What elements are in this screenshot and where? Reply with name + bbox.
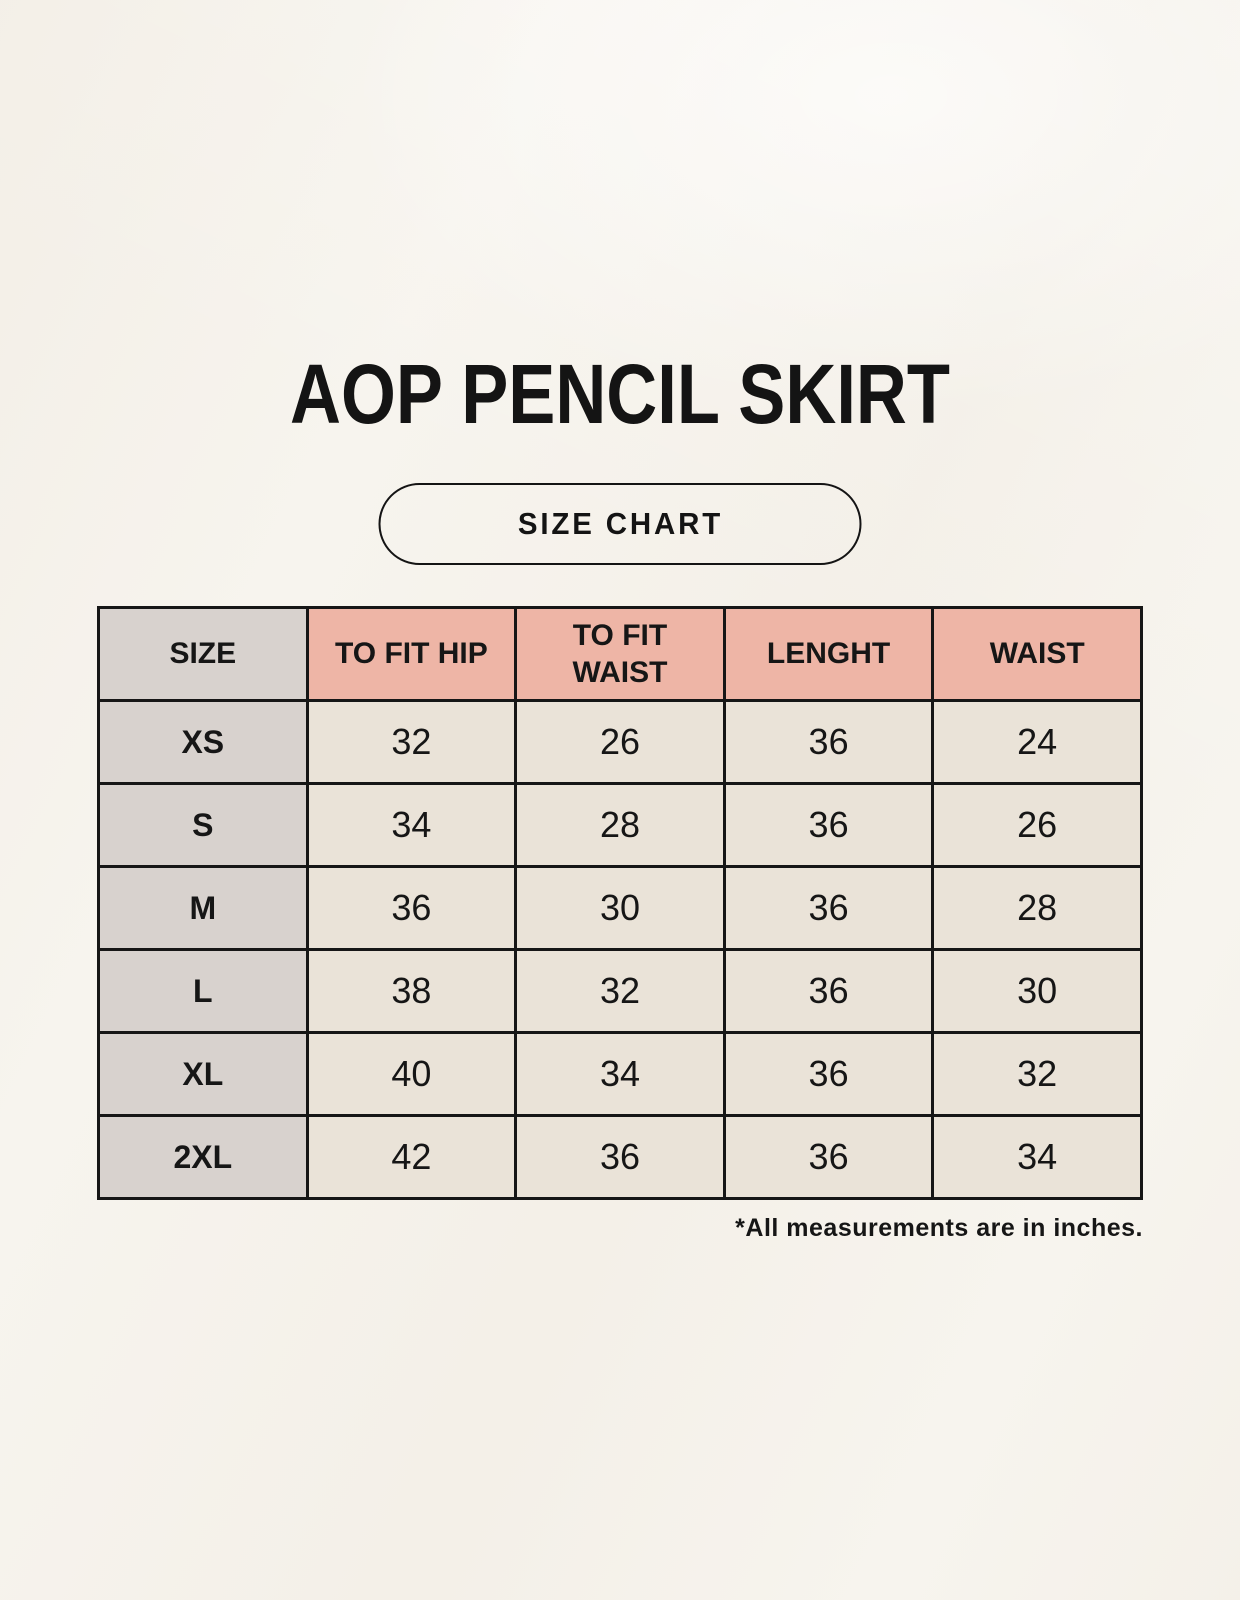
size-chart-badge: SIZE CHART <box>378 483 862 565</box>
measurement-cell: 24 <box>931 699 1143 785</box>
table-row-2xl: 2XL 42 36 36 34 <box>97 1114 1143 1200</box>
size-cell-xl: XL <box>97 1031 309 1117</box>
size-chart-badge-label: SIZE CHART <box>517 506 723 541</box>
measurement-cell: 40 <box>305 1031 518 1117</box>
measurement-cell: 36 <box>722 865 935 951</box>
header-row: SIZE TO FIT HIP TO FIT WAIST LENGHT WAIS… <box>97 606 1143 702</box>
table-row-m: M 36 30 36 28 <box>97 865 1143 951</box>
measurements-footnote: *All measurements are in inches. <box>735 1214 1143 1242</box>
table-row-s: S 34 28 36 26 <box>97 782 1143 868</box>
page-title: AOP PENCIL SKIRT <box>289 347 950 441</box>
measurement-cell: 26 <box>514 699 726 785</box>
measurement-cell: 36 <box>514 1114 726 1200</box>
measurement-cell: 36 <box>305 865 518 951</box>
size-table: SIZE TO FIT HIP TO FIT WAIST LENGHT WAIS… <box>97 606 1143 1200</box>
measurement-cell: 34 <box>305 782 518 868</box>
table-row-l: L 38 32 36 30 <box>97 948 1143 1034</box>
measurement-cell: 36 <box>722 948 935 1034</box>
table-row-xl: XL 40 34 36 32 <box>97 1031 1143 1117</box>
measurement-cell: 26 <box>931 782 1143 868</box>
measurement-cell: 34 <box>931 1114 1143 1200</box>
measurement-cell: 28 <box>514 782 726 868</box>
size-cell-2xl: 2XL <box>97 1114 309 1200</box>
size-cell-xs: XS <box>97 699 309 785</box>
size-table-container: SIZE TO FIT HIP TO FIT WAIST LENGHT WAIS… <box>97 606 1143 1200</box>
col-header-waist: WAIST <box>931 606 1143 702</box>
col-header-size: SIZE <box>97 606 309 702</box>
measurement-cell: 30 <box>514 865 726 951</box>
measurement-cell: 32 <box>931 1031 1143 1117</box>
measurement-cell: 32 <box>305 699 518 785</box>
col-header-lenght: LENGHT <box>722 606 935 702</box>
measurement-cell: 36 <box>722 699 935 785</box>
size-cell-m: M <box>97 865 309 951</box>
measurement-cell: 38 <box>305 948 518 1034</box>
size-cell-s: S <box>97 782 309 868</box>
size-cell-l: L <box>97 948 309 1034</box>
col-header-to-fit-waist: TO FIT WAIST <box>514 606 726 702</box>
measurement-cell: 42 <box>305 1114 518 1200</box>
table-row-xs: XS 32 26 36 24 <box>97 699 1143 785</box>
measurement-cell: 34 <box>514 1031 726 1117</box>
col-header-to-fit-hip: TO FIT HIP <box>305 606 518 702</box>
measurement-cell: 32 <box>514 948 726 1034</box>
measurement-cell: 30 <box>931 948 1143 1034</box>
measurement-cell: 36 <box>722 1114 935 1200</box>
measurement-cell: 36 <box>722 1031 935 1117</box>
measurement-cell: 36 <box>722 782 935 868</box>
measurement-cell: 28 <box>931 865 1143 951</box>
